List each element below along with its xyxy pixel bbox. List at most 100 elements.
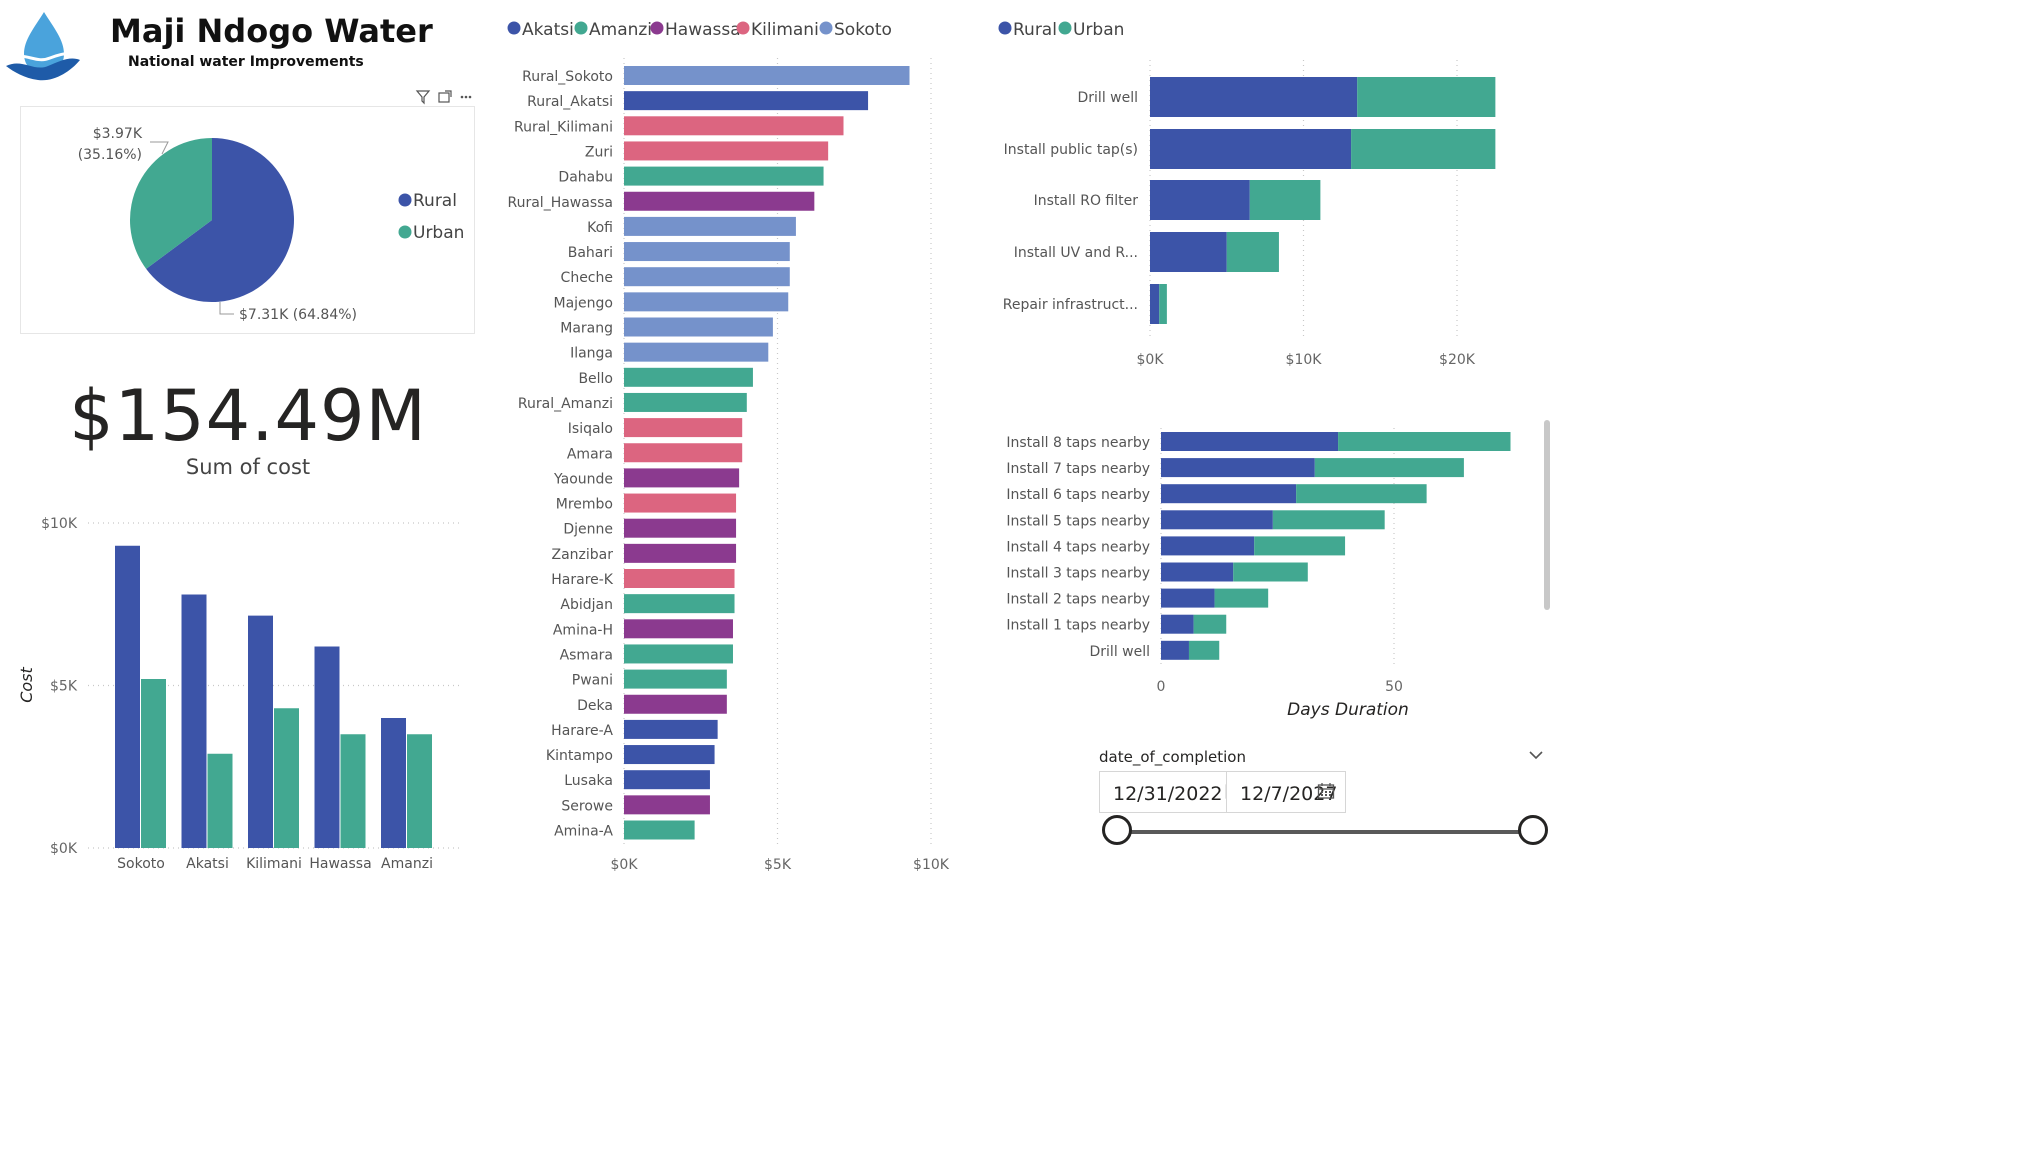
bar-amanzi-urban — [407, 734, 432, 848]
bar-majengo — [624, 292, 789, 312]
y-tick-label: Install 1 taps nearby — [1006, 618, 1150, 634]
bar-dahabu — [624, 166, 824, 186]
bar-marang — [624, 317, 773, 337]
bar-amina-a — [624, 820, 695, 840]
pie-leader-urban — [150, 141, 169, 155]
bar-hawassa-rural — [314, 646, 340, 848]
bar-segment-rural — [1150, 232, 1227, 272]
bar-bello — [624, 367, 753, 387]
y-tick-label: Install RO filter — [1034, 193, 1139, 209]
x-tick-label: 50 — [1385, 679, 1403, 695]
filter-icon[interactable] — [415, 90, 431, 105]
bar-zuri — [624, 141, 829, 161]
focus-mode-icon[interactable] — [438, 90, 452, 103]
end-date-value: 12/7/2027 — [1240, 783, 1338, 805]
x-tick-label: Sokoto — [117, 856, 165, 872]
bar-segment-urban — [1188, 640, 1220, 660]
y-tick-label: Bello — [578, 371, 613, 387]
bar-segment-rural — [1161, 640, 1189, 660]
calendar-icon[interactable] — [1317, 782, 1335, 805]
bar-rural_hawassa — [624, 191, 815, 211]
bar-asmara — [624, 644, 733, 664]
bar-bahari — [624, 242, 790, 262]
y-tick-label: Marang — [560, 321, 613, 337]
end-date-input[interactable]: 12/7/2027 — [1226, 771, 1346, 813]
bar-segment-rural — [1150, 284, 1160, 324]
slicer-title: date_of_completion — [1099, 748, 1246, 766]
bar-deka — [624, 694, 727, 714]
legend-label-urban: Urban — [413, 223, 464, 243]
bar-segment-rural — [1161, 588, 1215, 608]
legend-dot-hawassa — [650, 21, 664, 35]
slider-track — [1118, 830, 1532, 834]
x-tick-label: $20K — [1439, 352, 1476, 368]
scrollbar[interactable] — [1544, 420, 1550, 610]
bar-cheche — [624, 267, 790, 287]
y-tick-label: Asmara — [560, 647, 613, 663]
visual-header-icons — [412, 88, 476, 106]
kpi-value: $154.49M — [69, 375, 427, 457]
pie-slice-rural — [146, 138, 294, 302]
y-tick-label: Kofi — [587, 220, 613, 236]
bar-kofi — [624, 216, 796, 236]
y-tick-label: Zanzibar — [551, 547, 613, 563]
y-tick-label: Amina-H — [553, 622, 613, 638]
date-range-slider[interactable] — [1100, 812, 1550, 852]
bar-akatsi-urban — [207, 753, 233, 848]
pie-slice-urban — [130, 138, 212, 269]
y-tick-label: Pwani — [572, 673, 613, 689]
bar-segment-rural — [1161, 614, 1194, 634]
x-tick-label: $10K — [1286, 352, 1323, 368]
slider-end-handle[interactable] — [1518, 815, 1548, 845]
bar-sokoto-rural — [115, 545, 140, 848]
legend-dot-kilimani — [736, 21, 750, 35]
bar-segment-urban — [1193, 614, 1227, 634]
y-tick-label: Zuri — [585, 144, 613, 160]
bar-segment-rural — [1161, 536, 1255, 556]
bar-segment-urban — [1296, 484, 1427, 504]
y-tick-label: $0K — [50, 841, 78, 857]
pie-card — [20, 106, 475, 334]
y-tick-label: Djenne — [563, 522, 613, 538]
y-tick-label: Rural_Amanzi — [518, 396, 613, 412]
y-tick-label: Deka — [577, 698, 613, 714]
y-tick-label: Harare-A — [551, 723, 613, 739]
y-tick-label: Install 3 taps nearby — [1006, 566, 1150, 582]
bar-ilanga — [624, 342, 769, 362]
legend-label-rural: Rural — [1013, 20, 1057, 40]
bar-segment-urban — [1338, 432, 1511, 451]
kpi-label: Sum of cost — [185, 455, 311, 479]
y-tick-label: Isiqalo — [568, 421, 613, 437]
y-tick-label: Rural_Hawassa — [508, 195, 614, 211]
start-date-value: 12/31/2022 — [1113, 783, 1223, 805]
bar-isiqalo — [624, 418, 743, 438]
y-tick-label: Rural_Kilimani — [514, 119, 613, 135]
legend-label-hawassa: Hawassa — [665, 20, 741, 40]
y-tick-label: $5K — [50, 679, 78, 695]
pie-label-urban-value: $3.97K — [93, 126, 143, 142]
chevron-down-icon[interactable] — [1528, 746, 1544, 765]
bar-sokoto-urban — [141, 679, 166, 848]
bar-segment-rural — [1150, 77, 1358, 117]
y-tick-label: Kintampo — [546, 748, 613, 764]
y-tick-label: Dahabu — [558, 170, 613, 186]
bar-amanzi-rural — [381, 718, 406, 848]
pie-chart: $3.97K (35.16%) $7.31K (64.84%) Rural Urban — [78, 126, 465, 323]
y-tick-label: Install 8 taps nearby — [1006, 435, 1150, 451]
y-tick-label: Install 6 taps nearby — [1006, 487, 1150, 503]
bar-rural_amanzi — [624, 392, 747, 412]
y-tick-label: Lusaka — [564, 773, 613, 789]
bar-rural_akatsi — [624, 91, 869, 111]
x-tick-label: Amanzi — [381, 856, 433, 872]
bar-segment-rural — [1161, 484, 1297, 504]
logo — [4, 10, 82, 82]
x-tick-label: $10K — [913, 857, 950, 873]
bar-segment-urban — [1214, 588, 1269, 608]
slider-start-handle[interactable] — [1102, 815, 1132, 845]
bar-abidjan — [624, 594, 735, 614]
bar-segment-rural — [1161, 458, 1315, 478]
legend-dot-rural — [398, 193, 412, 207]
more-options-icon[interactable] — [460, 95, 472, 99]
bar-kintampo — [624, 745, 715, 765]
bar-rural_sokoto — [624, 66, 910, 85]
